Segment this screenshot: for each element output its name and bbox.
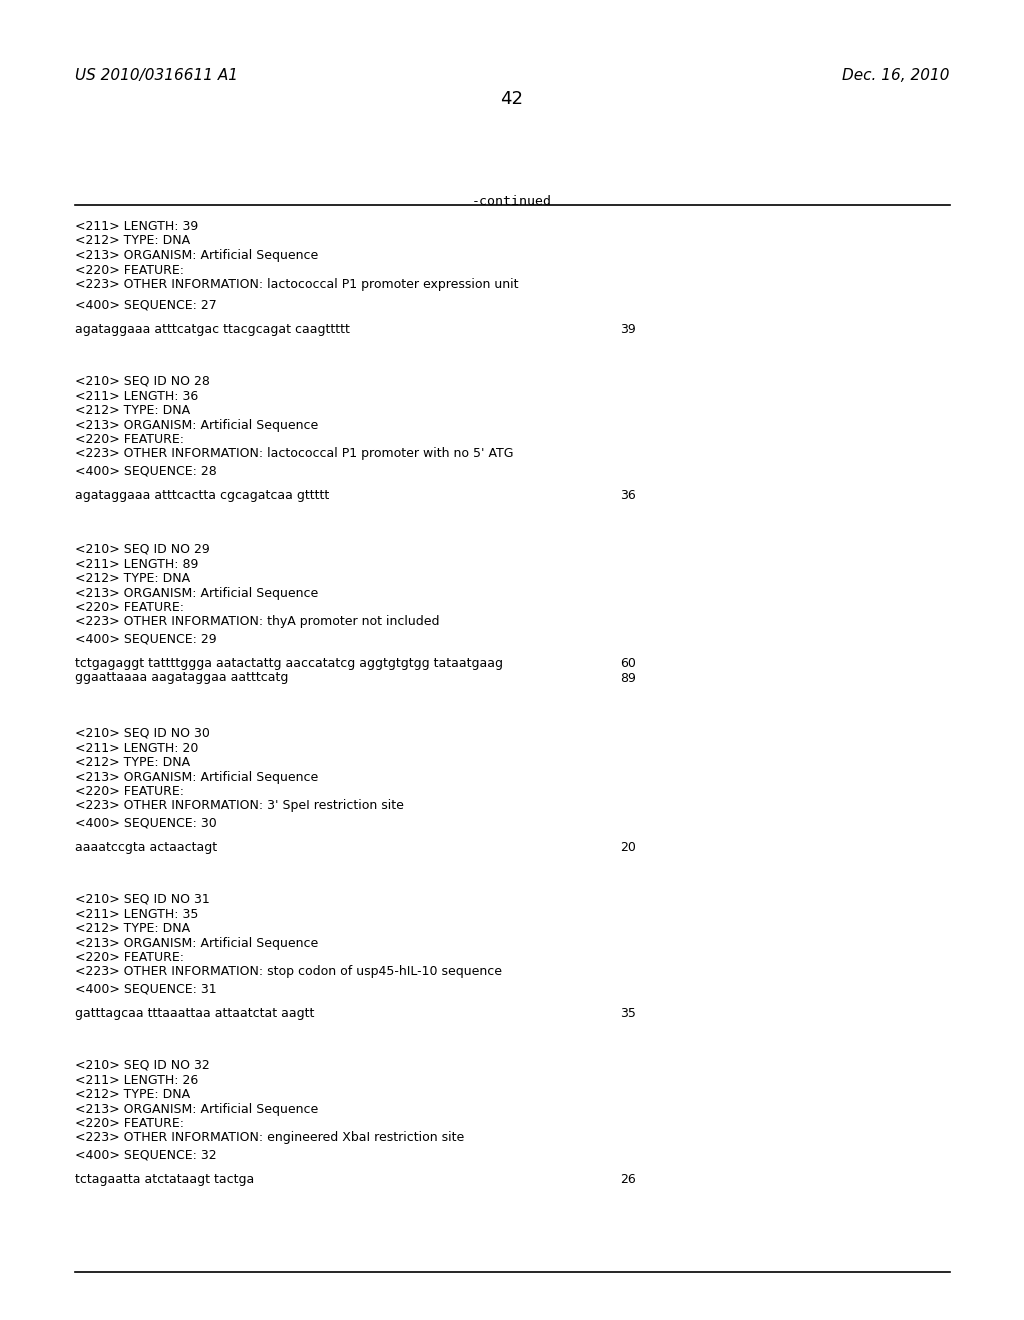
Text: 35: 35	[620, 1007, 636, 1020]
Text: <212> TYPE: DNA: <212> TYPE: DNA	[75, 921, 190, 935]
Text: <213> ORGANISM: Artificial Sequence: <213> ORGANISM: Artificial Sequence	[75, 771, 318, 784]
Text: 89: 89	[620, 672, 636, 685]
Text: <213> ORGANISM: Artificial Sequence: <213> ORGANISM: Artificial Sequence	[75, 418, 318, 432]
Text: <212> TYPE: DNA: <212> TYPE: DNA	[75, 1088, 190, 1101]
Text: <220> FEATURE:: <220> FEATURE:	[75, 950, 184, 964]
Text: <223> OTHER INFORMATION: engineered XbaI restriction site: <223> OTHER INFORMATION: engineered XbaI…	[75, 1131, 464, 1144]
Text: <212> TYPE: DNA: <212> TYPE: DNA	[75, 235, 190, 248]
Text: <210> SEQ ID NO 30: <210> SEQ ID NO 30	[75, 727, 210, 741]
Text: <212> TYPE: DNA: <212> TYPE: DNA	[75, 404, 190, 417]
Text: 60: 60	[620, 657, 636, 671]
Text: <213> ORGANISM: Artificial Sequence: <213> ORGANISM: Artificial Sequence	[75, 1102, 318, 1115]
Text: agataggaaa atttcatgac ttacgcagat caagttttt: agataggaaa atttcatgac ttacgcagat caagttt…	[75, 323, 350, 337]
Text: <213> ORGANISM: Artificial Sequence: <213> ORGANISM: Artificial Sequence	[75, 249, 318, 261]
Text: <220> FEATURE:: <220> FEATURE:	[75, 601, 184, 614]
Text: <400> SEQUENCE: 30: <400> SEQUENCE: 30	[75, 817, 217, 830]
Text: tctagaatta atctataagt tactga: tctagaatta atctataagt tactga	[75, 1173, 254, 1185]
Text: <213> ORGANISM: Artificial Sequence: <213> ORGANISM: Artificial Sequence	[75, 936, 318, 949]
Text: <211> LENGTH: 89: <211> LENGTH: 89	[75, 557, 199, 570]
Text: <220> FEATURE:: <220> FEATURE:	[75, 264, 184, 276]
Text: <211> LENGTH: 26: <211> LENGTH: 26	[75, 1073, 199, 1086]
Text: <223> OTHER INFORMATION: lactococcal P1 promoter with no 5' ATG: <223> OTHER INFORMATION: lactococcal P1 …	[75, 447, 513, 461]
Text: <210> SEQ ID NO 28: <210> SEQ ID NO 28	[75, 375, 210, 388]
Text: 42: 42	[501, 90, 523, 108]
Text: ggaattaaaa aagataggaa aatttcatg: ggaattaaaa aagataggaa aatttcatg	[75, 672, 289, 685]
Text: tctgagaggt tattttggga aatactattg aaccatatcg aggtgtgtgg tataatgaag: tctgagaggt tattttggga aatactattg aaccata…	[75, 657, 503, 671]
Text: <400> SEQUENCE: 28: <400> SEQUENCE: 28	[75, 465, 217, 478]
Text: <400> SEQUENCE: 29: <400> SEQUENCE: 29	[75, 634, 217, 645]
Text: <211> LENGTH: 20: <211> LENGTH: 20	[75, 742, 199, 755]
Text: <212> TYPE: DNA: <212> TYPE: DNA	[75, 572, 190, 585]
Text: 36: 36	[620, 488, 636, 502]
Text: <210> SEQ ID NO 29: <210> SEQ ID NO 29	[75, 543, 210, 556]
Text: <211> LENGTH: 35: <211> LENGTH: 35	[75, 908, 199, 920]
Text: <400> SEQUENCE: 27: <400> SEQUENCE: 27	[75, 300, 217, 312]
Text: <223> OTHER INFORMATION: 3' SpeI restriction site: <223> OTHER INFORMATION: 3' SpeI restric…	[75, 800, 403, 813]
Text: <223> OTHER INFORMATION: thyA promoter not included: <223> OTHER INFORMATION: thyA promoter n…	[75, 615, 439, 628]
Text: aaaatccgta actaactagt: aaaatccgta actaactagt	[75, 841, 217, 854]
Text: <212> TYPE: DNA: <212> TYPE: DNA	[75, 756, 190, 770]
Text: 26: 26	[620, 1173, 636, 1185]
Text: <210> SEQ ID NO 31: <210> SEQ ID NO 31	[75, 894, 210, 906]
Text: <223> OTHER INFORMATION: stop codon of usp45-hIL-10 sequence: <223> OTHER INFORMATION: stop codon of u…	[75, 965, 502, 978]
Text: gatttagcaa tttaaattaa attaatctat aagtt: gatttagcaa tttaaattaa attaatctat aagtt	[75, 1007, 314, 1020]
Text: <210> SEQ ID NO 32: <210> SEQ ID NO 32	[75, 1059, 210, 1072]
Text: 39: 39	[620, 323, 636, 337]
Text: 20: 20	[620, 841, 636, 854]
Text: <220> FEATURE:: <220> FEATURE:	[75, 1117, 184, 1130]
Text: <211> LENGTH: 39: <211> LENGTH: 39	[75, 220, 199, 234]
Text: -continued: -continued	[472, 195, 552, 209]
Text: <220> FEATURE:: <220> FEATURE:	[75, 785, 184, 799]
Text: <400> SEQUENCE: 32: <400> SEQUENCE: 32	[75, 1148, 217, 1162]
Text: <223> OTHER INFORMATION: lactococcal P1 promoter expression unit: <223> OTHER INFORMATION: lactococcal P1 …	[75, 279, 518, 290]
Text: <213> ORGANISM: Artificial Sequence: <213> ORGANISM: Artificial Sequence	[75, 586, 318, 599]
Text: <400> SEQUENCE: 31: <400> SEQUENCE: 31	[75, 983, 217, 997]
Text: <220> FEATURE:: <220> FEATURE:	[75, 433, 184, 446]
Text: Dec. 16, 2010: Dec. 16, 2010	[843, 69, 950, 83]
Text: agataggaaa atttcactta cgcagatcaa gttttt: agataggaaa atttcactta cgcagatcaa gttttt	[75, 488, 330, 502]
Text: US 2010/0316611 A1: US 2010/0316611 A1	[75, 69, 238, 83]
Text: <211> LENGTH: 36: <211> LENGTH: 36	[75, 389, 199, 403]
